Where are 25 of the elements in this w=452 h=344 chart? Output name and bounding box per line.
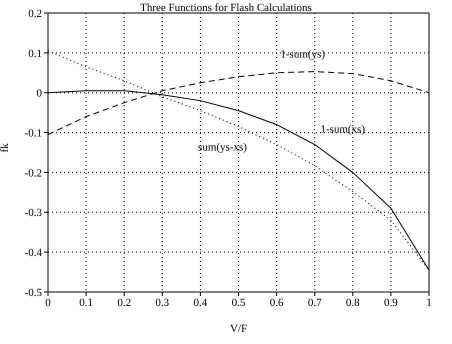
series-label: sum(ys-xs) bbox=[198, 142, 248, 154]
x-tick-label: 0.7 bbox=[308, 296, 322, 309]
y-tick-label: -0.5 bbox=[24, 286, 42, 299]
x-tick-label: 0.2 bbox=[117, 296, 132, 309]
y-tick-label: -0.4 bbox=[24, 247, 42, 260]
x-tick-label: 0.4 bbox=[194, 296, 208, 309]
series-label: 1-sum(xs) bbox=[320, 124, 366, 136]
x-tick-label: 0.5 bbox=[232, 296, 246, 309]
x-tick-label: 0.3 bbox=[155, 296, 170, 309]
y-axis-title: fk bbox=[0, 142, 11, 152]
y-tick-label: 0 bbox=[36, 88, 42, 100]
x-tick-label: 0.9 bbox=[384, 296, 398, 309]
series-label: 1-sum(ys) bbox=[280, 48, 326, 61]
y-tick-label: 0.2 bbox=[28, 8, 42, 20]
x-tick-label: 1 bbox=[426, 296, 432, 309]
x-tick-label: 0.6 bbox=[270, 296, 284, 309]
y-tick-label: -0.3 bbox=[24, 207, 42, 220]
y-tick-label: -0.1 bbox=[24, 127, 42, 140]
x-tick-label: 0.1 bbox=[79, 296, 93, 309]
y-tick-label: -0.2 bbox=[24, 167, 42, 180]
x-tick-label: 0.8 bbox=[346, 296, 360, 309]
chart-title: Three Functions for Flash Calculations bbox=[140, 2, 312, 14]
x-tick-label: 0 bbox=[45, 296, 52, 309]
x-axis-title: V/F bbox=[230, 323, 248, 335]
y-tick-label: 0.1 bbox=[28, 48, 42, 60]
